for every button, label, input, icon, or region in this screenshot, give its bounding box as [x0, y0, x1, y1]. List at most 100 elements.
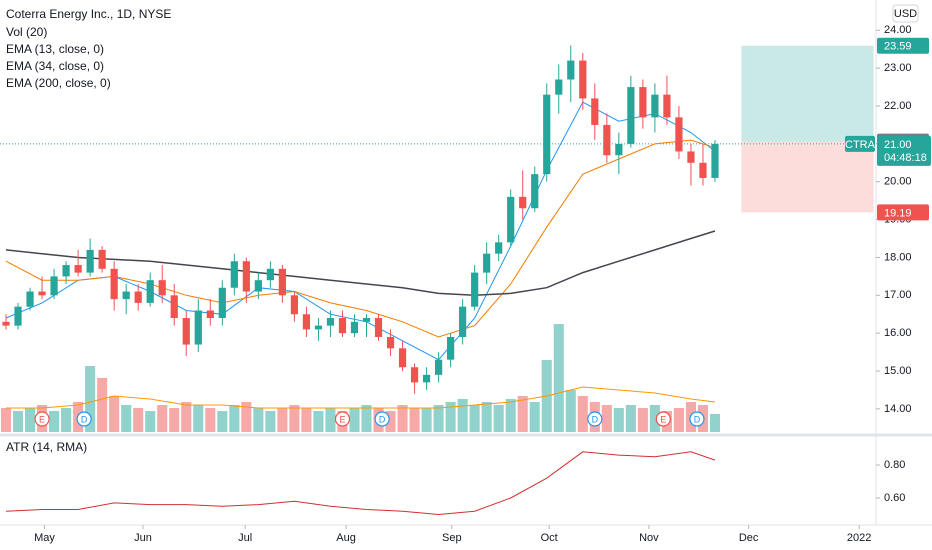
event-label: D: [694, 414, 701, 424]
x-tick-label: Nov: [639, 532, 659, 544]
target-zone: [741, 45, 874, 142]
volume-bar: [577, 396, 588, 432]
volume-bar: [673, 408, 684, 432]
volume-bar: [469, 405, 480, 432]
volume-bar: [493, 405, 504, 432]
volume-bar: [229, 405, 240, 432]
candle-body: [447, 336, 455, 360]
volume-bar: [97, 378, 108, 432]
volume-bar: [565, 390, 576, 432]
event-label: D: [81, 414, 88, 424]
event-marker: [587, 411, 603, 427]
candle-body: [639, 87, 647, 118]
stop-tag-label: 19.19: [884, 207, 912, 219]
candle-body: [50, 276, 58, 296]
y-tick-label: 22.00: [884, 100, 912, 112]
y-tick-label: 18.00: [884, 251, 912, 263]
candle-body: [362, 318, 371, 322]
volume-bar: [529, 402, 540, 432]
y-tick-label: 0.80: [884, 459, 905, 471]
candle-body: [603, 124, 611, 156]
y-tick-label: 20.00: [884, 176, 912, 188]
volume-bar: [265, 411, 276, 432]
symbol-tag-box: [845, 135, 875, 152]
candle-body: [26, 291, 34, 307]
volume-bar: [421, 408, 432, 432]
x-tick-label: Sep: [442, 532, 462, 544]
x-tick-label: Oct: [541, 532, 558, 544]
candle-body: [567, 60, 575, 80]
candle-body: [290, 295, 299, 315]
countdown: 04:48:18: [884, 152, 927, 164]
candle-body: [555, 79, 563, 95]
volume-bar: [12, 411, 24, 432]
candle-body: [110, 268, 118, 300]
candle-body: [422, 374, 431, 383]
candle-body: [699, 162, 707, 178]
candle-body: [398, 348, 407, 368]
volume-bar: [361, 405, 372, 432]
x-tick-label: Jun: [134, 532, 152, 544]
volume-bar: [169, 408, 180, 432]
volume-bar: [517, 396, 528, 432]
candle-body: [531, 174, 539, 209]
volume-bar: [205, 408, 216, 432]
volume-bar: [637, 408, 648, 432]
volume-bar: [481, 402, 492, 432]
volume-bar: [313, 411, 324, 432]
volume-bar: [301, 408, 312, 432]
candle-body: [338, 318, 347, 334]
candle-body: [182, 318, 190, 345]
volume-bar: [253, 408, 264, 432]
currency-box: [892, 4, 919, 23]
volume-bar: [553, 324, 564, 432]
volume-bar: [625, 405, 636, 432]
candle-body: [98, 249, 106, 269]
candle-body: [471, 272, 479, 307]
candle-body: [278, 268, 286, 296]
y-tick-label: 23.00: [884, 62, 912, 74]
candle-body: [350, 321, 359, 334]
volume-bar: [409, 408, 420, 432]
event-marker: [334, 411, 351, 427]
candle-body: [543, 94, 551, 175]
volume-ma: [6, 386, 716, 409]
volume-bar: [157, 405, 168, 432]
event-label: E: [660, 414, 666, 424]
volume-bar: [49, 411, 60, 432]
last-price-label: 21.00: [884, 139, 912, 151]
volume-bar: [397, 405, 408, 432]
candle-body: [651, 94, 659, 118]
y-tick-label: 16.00: [884, 327, 912, 339]
indicator-label: EMA (13, close, 0): [6, 42, 104, 56]
candle-body: [134, 291, 142, 303]
event-label: E: [39, 414, 45, 424]
volume-bar: [325, 408, 336, 432]
volume-bar: [601, 405, 612, 432]
candle-body: [675, 117, 683, 152]
y-tick-label: 17.00: [884, 289, 912, 301]
volume-bar: [385, 411, 396, 432]
candle-body: [495, 242, 503, 254]
volume-bar: [649, 405, 660, 432]
candle-body: [206, 310, 214, 319]
y-tick-label: 24.00: [884, 24, 912, 36]
candle-body: [410, 367, 419, 383]
overlay: USD Coterra Energy Inc., 1D, NYSE Vol (2…: [6, 4, 931, 544]
candle-body: [74, 265, 82, 273]
volume-bar: [145, 411, 156, 432]
candle-body: [711, 143, 719, 178]
candle-body: [627, 87, 635, 144]
x-tick-label: May: [34, 532, 55, 544]
event-marker: [76, 411, 92, 427]
indicator-label: EMA (34, close, 0): [6, 59, 104, 73]
y-tick-label: 0.60: [884, 492, 905, 504]
atr-line: [5, 451, 716, 516]
volume-bar: [217, 411, 228, 432]
indicator-label: EMA (200, close, 0): [6, 76, 111, 90]
candle-body: [62, 265, 70, 277]
candle-body: [507, 196, 515, 243]
